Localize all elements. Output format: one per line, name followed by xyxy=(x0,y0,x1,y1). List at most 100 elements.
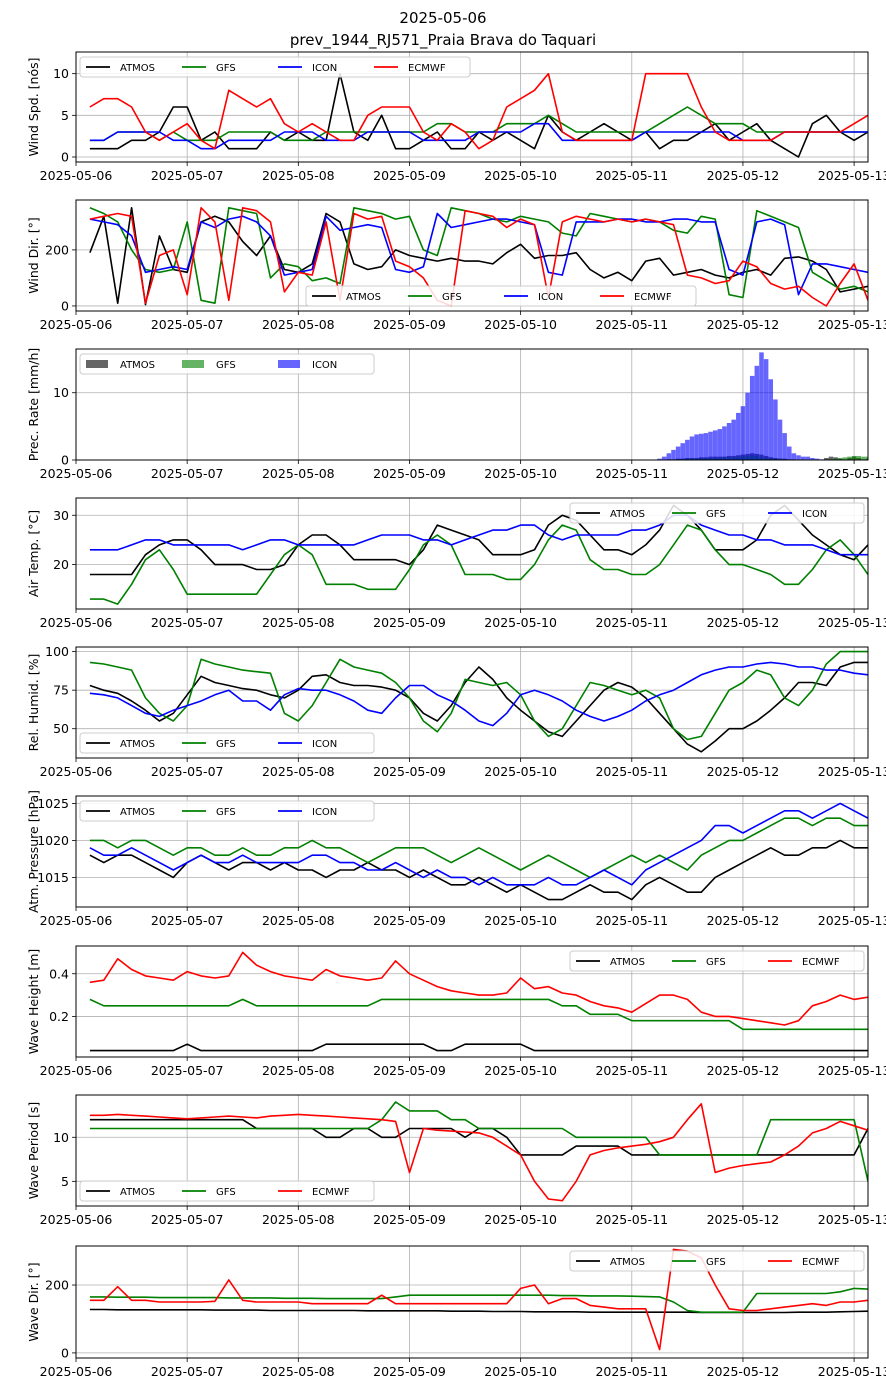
bar-atmos xyxy=(875,457,880,460)
x-tick-label: 2025-05-09 xyxy=(373,168,446,183)
y-tick-label: 0 xyxy=(61,1345,69,1360)
x-tick-label: 2025-05-10 xyxy=(484,1212,557,1227)
series-line-ecmwf xyxy=(89,207,868,307)
x-tick-label: 2025-05-06 xyxy=(40,1364,113,1379)
bar-atmos xyxy=(828,456,834,460)
legend-label-icon: ICON xyxy=(312,807,337,818)
series-line-icon xyxy=(89,802,868,886)
series-line-icon xyxy=(89,661,868,727)
x-tick-label: 2025-05-06 xyxy=(40,168,113,183)
legend-label-atmos: ATMOS xyxy=(346,292,381,303)
chart-panel-6: 2025-05-06 2025-05-07 2025-05-08 2025-05-09… xyxy=(26,790,886,928)
legend-box xyxy=(569,950,865,972)
x-tick-label: 2025-05-07 xyxy=(151,1364,224,1379)
legend-label-atmos: ATMOS xyxy=(610,957,645,968)
legend-label-gfs: GFS xyxy=(442,292,462,303)
chart-panel-1: 2025-05-06 2025-05-07 2025-05-08 2025-05-09… xyxy=(26,51,886,183)
legend-swatch-atmos xyxy=(86,360,108,368)
x-tick-label: 2025-05-12 xyxy=(707,466,780,481)
x-tick-label: 2025-05-08 xyxy=(262,1212,335,1227)
bar-icon xyxy=(805,456,811,460)
data-layer xyxy=(89,802,868,901)
x-tick-label: 2025-05-07 xyxy=(151,913,224,928)
bar-gfs xyxy=(865,456,868,460)
legend-box xyxy=(79,56,471,78)
bar-gfs xyxy=(833,458,838,460)
axes-frame xyxy=(75,646,869,759)
legend-label-gfs: GFS xyxy=(216,739,236,750)
x-tick-label: 2025-05-11 xyxy=(595,1212,668,1227)
series-line-icon xyxy=(89,514,868,556)
y-tick-label: 50 xyxy=(53,721,69,736)
legend: ATMOS GFS ECMWF xyxy=(79,1180,375,1202)
x-tick-label: 2025-05-08 xyxy=(262,317,335,332)
x-tick-label: 2025-05-11 xyxy=(595,168,668,183)
bar-icon xyxy=(708,431,713,460)
legend-box xyxy=(79,800,375,822)
axes-frame xyxy=(75,945,869,1058)
y-tick-label: 0 xyxy=(61,150,69,165)
bar-icon xyxy=(745,392,750,460)
bar-icon xyxy=(671,449,676,460)
series-line-ecmwf xyxy=(89,72,868,150)
x-tick-label: 2025-05-06 xyxy=(40,913,113,928)
chart-panel-4: 2025-05-06 2025-05-07 2025-05-08 2025-05-09… xyxy=(26,497,886,630)
bar-gfs xyxy=(875,455,880,460)
x-tick-label: 2025-05-10 xyxy=(484,913,557,928)
bar-gfs xyxy=(847,456,852,460)
y-axis-label: Wave Dir. [°] xyxy=(26,1262,41,1341)
legend: ATMOS GFS ICON xyxy=(569,502,865,524)
x-tick-label: 2025-05-12 xyxy=(707,615,780,630)
bar-icon xyxy=(786,446,792,460)
bar-icon xyxy=(694,434,699,460)
chart-panel-9: 2025-05-06 2025-05-07 2025-05-08 2025-05-09… xyxy=(26,1245,886,1379)
series-line-atmos xyxy=(89,72,868,158)
x-tick-label: 2025-05-10 xyxy=(484,764,557,779)
legend-swatch-icon xyxy=(278,360,300,368)
y-tick-label: 75 xyxy=(53,683,69,698)
bar-gfs xyxy=(837,457,843,460)
legend-label-icon: ICON xyxy=(312,739,337,750)
series-line-gfs xyxy=(89,817,868,879)
legend-box xyxy=(569,502,865,524)
axes-frame xyxy=(75,795,869,908)
data-layer xyxy=(89,1248,868,1351)
bar-icon xyxy=(800,456,806,460)
y-axis-label: Wave Period [s] xyxy=(26,1102,41,1200)
y-tick-label: 5 xyxy=(61,108,69,123)
chart-panel-7: 2025-05-06 2025-05-07 2025-05-08 2025-05-09… xyxy=(26,945,886,1078)
x-tick-label: 2025-05-07 xyxy=(151,764,224,779)
series-line-gfs xyxy=(89,524,868,605)
y-tick-label: 100 xyxy=(45,644,69,659)
y-tick-label: 0 xyxy=(61,298,69,313)
x-tick-label: 2025-05-08 xyxy=(262,466,335,481)
series-line-icon xyxy=(89,212,868,296)
y-tick-label: 0.4 xyxy=(49,966,69,981)
series-line-atmos xyxy=(89,504,868,576)
data-layer xyxy=(89,650,868,753)
x-tick-label: 2025-05-08 xyxy=(262,764,335,779)
bar-gfs xyxy=(880,454,885,460)
x-tick-label: 2025-05-13 xyxy=(818,317,886,332)
data-layer xyxy=(89,207,868,307)
x-tick-label: 2025-05-11 xyxy=(595,466,668,481)
axes-frame xyxy=(75,199,869,312)
legend-label-ecmwf: ECMWF xyxy=(802,957,840,968)
x-tick-label: 2025-05-07 xyxy=(151,1212,224,1227)
legend-label-ecmwf: ECMWF xyxy=(408,63,446,74)
x-tick-label: 2025-05-09 xyxy=(373,1364,446,1379)
data-layer xyxy=(89,1101,868,1202)
x-tick-label: 2025-05-08 xyxy=(262,1063,335,1078)
x-tick-label: 2025-05-12 xyxy=(707,317,780,332)
legend-label-atmos: ATMOS xyxy=(120,739,155,750)
figure-title-date: 2025-05-06 xyxy=(399,9,486,27)
y-tick-label: 20 xyxy=(53,557,69,572)
series-line-gfs xyxy=(89,998,868,1031)
x-tick-label: 2025-05-13 xyxy=(818,466,886,481)
chart-panel-5: 2025-05-06 2025-05-07 2025-05-08 2025-05-09… xyxy=(26,644,886,779)
x-tick-label: 2025-05-13 xyxy=(818,764,886,779)
data-layer xyxy=(657,352,885,460)
legend-label-icon: ICON xyxy=(312,360,337,371)
bar-icon xyxy=(657,458,662,460)
x-tick-label: 2025-05-12 xyxy=(707,168,780,183)
